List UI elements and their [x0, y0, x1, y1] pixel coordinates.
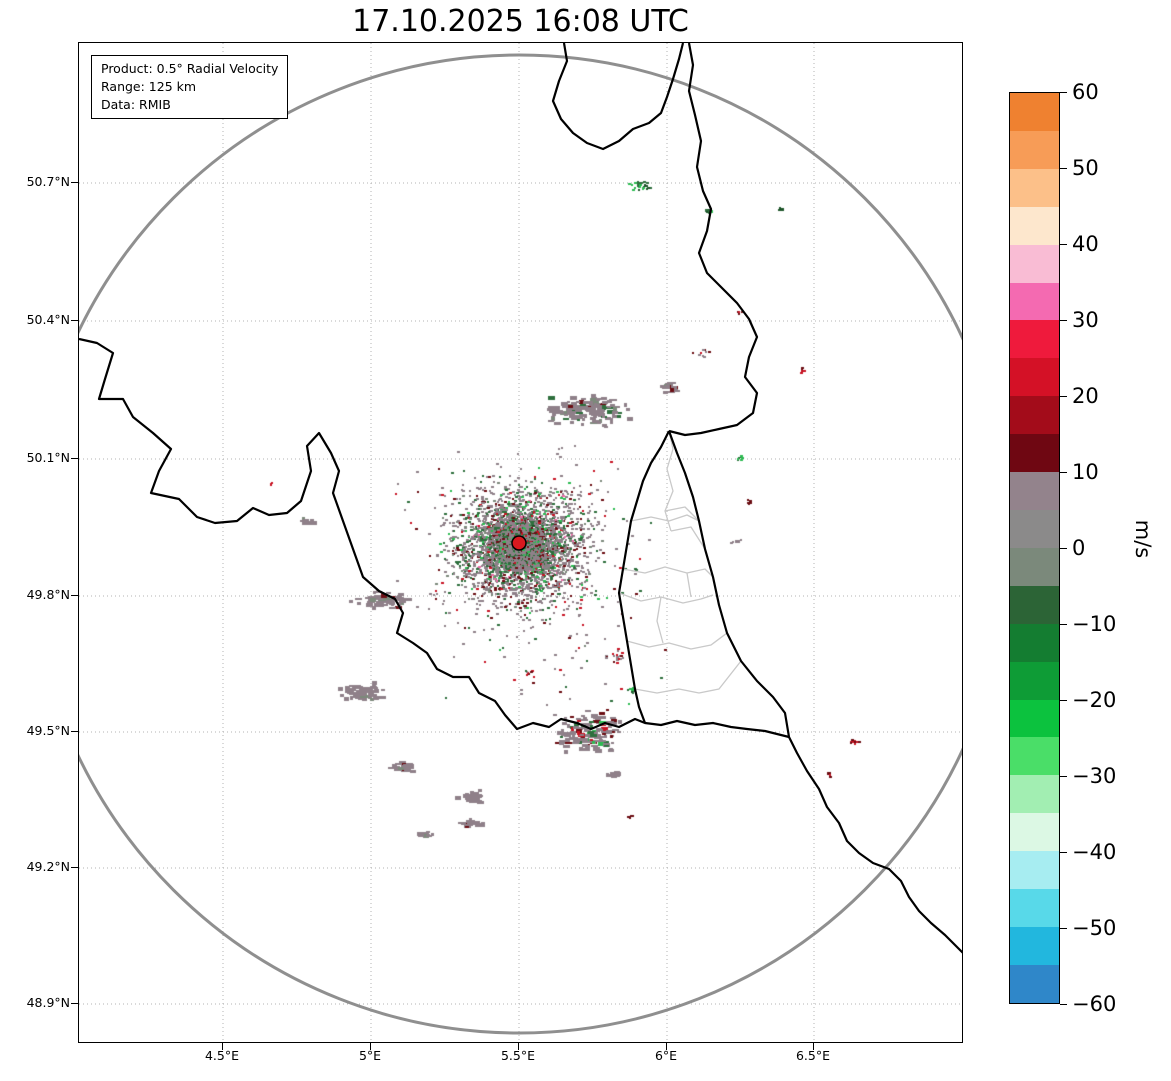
y-axis-tick-label: 50.7°N [26, 174, 70, 189]
info-range-line: Range: 125 km [101, 79, 197, 95]
colorbar-segment [1010, 244, 1059, 283]
colorbar-tick-label: −50 [1072, 916, 1117, 940]
y-axis-tick-mark [71, 595, 78, 596]
colorbar-segment [1010, 130, 1059, 169]
colorbar-segment [1010, 509, 1059, 548]
colorbar-segment [1010, 434, 1059, 473]
colorbar-segment [1010, 851, 1059, 890]
x-axis-tick-mark [813, 1043, 814, 1050]
colorbar-tick-mark [1060, 548, 1067, 549]
colorbar-segment [1010, 358, 1059, 397]
y-axis-tick-label: 49.5°N [26, 723, 70, 738]
colorbar-tick-label: 50 [1072, 156, 1099, 180]
colorbar-tick-label: −10 [1072, 612, 1117, 636]
colorbar-segment [1010, 93, 1059, 131]
colorbar-tick-mark [1060, 1004, 1067, 1005]
colorbar-segment [1010, 661, 1059, 700]
colorbar-tick-label: −40 [1072, 840, 1117, 864]
x-axis-tick-label: 6.5°E [795, 1048, 831, 1063]
x-axis-tick-label: 5°E [358, 1048, 382, 1063]
colorbar-segment [1010, 206, 1059, 245]
colorbar-tick-mark [1060, 776, 1067, 777]
colorbar-segment [1010, 964, 1059, 1003]
y-axis-tick-label: 49.8°N [26, 587, 70, 602]
colorbar-segment [1010, 699, 1059, 738]
colorbar-tick-label: 40 [1072, 232, 1099, 256]
colorbar-tick-mark [1060, 700, 1067, 701]
colorbar-tick-label: −30 [1072, 764, 1117, 788]
x-axis-tick-mark [666, 1043, 667, 1050]
colorbar-segment [1010, 168, 1059, 207]
y-axis-tick-mark [71, 731, 78, 732]
colorbar-tick-mark [1060, 624, 1067, 625]
borders-and-marker-layer [79, 43, 962, 954]
colorbar-tick-label: 30 [1072, 308, 1099, 332]
colorbar-tick-label: −60 [1072, 992, 1117, 1016]
x-axis-tick-label: 4.5°E [204, 1048, 240, 1063]
y-axis-tick-mark [71, 867, 78, 868]
y-axis-tick-mark [71, 320, 78, 321]
colorbar-tick-mark [1060, 472, 1067, 473]
colorbar-segment [1010, 320, 1059, 359]
colorbar-segment [1010, 585, 1059, 624]
colorbar-tick-mark [1060, 168, 1067, 169]
colorbar-tick-mark [1060, 928, 1067, 929]
colorbar-segment [1010, 737, 1059, 776]
y-axis-tick-mark [71, 182, 78, 183]
info-product-line: Product: 0.5° Radial Velocity [101, 61, 279, 76]
y-axis-tick-label: 50.4°N [26, 312, 70, 327]
colorbar-segment [1010, 396, 1059, 435]
colorbar-tick-mark [1060, 852, 1067, 853]
info-data-source-line: Data: RMIB [101, 97, 171, 113]
product-info-box: Product: 0.5° Radial Velocity Range: 125… [91, 55, 289, 120]
colorbar-tick-mark [1060, 92, 1067, 93]
x-axis-tick-label: 6°E [654, 1048, 678, 1063]
y-axis-tick-label: 48.9°N [26, 995, 70, 1010]
colorbar-tick-mark [1060, 320, 1067, 321]
colorbar-segment [1010, 926, 1059, 965]
x-axis-tick-mark [518, 1043, 519, 1050]
y-axis-tick-label: 50.1°N [26, 450, 70, 465]
colorbar-segment [1010, 547, 1059, 586]
x-axis-tick-mark [222, 1043, 223, 1050]
colorbar-tick-label: 60 [1072, 80, 1099, 104]
colorbar-tick-mark [1060, 244, 1067, 245]
colorbar-segment [1010, 623, 1059, 662]
colorbar-segment [1010, 813, 1059, 852]
y-axis-tick-mark [71, 1003, 78, 1004]
colorbar-tick-label: 20 [1072, 384, 1099, 408]
colorbar-tick-label: 10 [1072, 460, 1099, 484]
colorbar-tick-label: −20 [1072, 688, 1117, 712]
colorbar-segment [1010, 775, 1059, 814]
colorbar-segment [1010, 472, 1059, 510]
map-plot: Product: 0.5° Radial Velocity Range: 125… [78, 42, 963, 1043]
colorbar-tick-label: 0 [1072, 536, 1086, 560]
colorbar-segment [1010, 889, 1059, 927]
x-axis-tick-mark [370, 1043, 371, 1050]
figure-title: 17.10.2025 16:08 UTC [352, 4, 689, 39]
colorbar-unit-label: m/s [1131, 519, 1155, 559]
colorbar-segment [1010, 282, 1059, 321]
colorbar [1009, 92, 1060, 1004]
y-axis-tick-label: 49.2°N [26, 859, 70, 874]
x-axis-tick-label: 5.5°E [500, 1048, 536, 1063]
y-axis-tick-mark [71, 458, 78, 459]
colorbar-tick-mark [1060, 396, 1067, 397]
